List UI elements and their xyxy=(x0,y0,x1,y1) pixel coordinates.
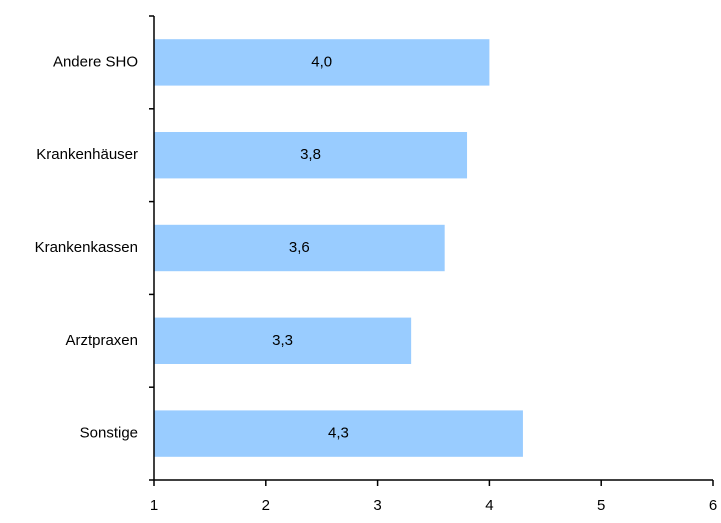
x-tick-label: 4 xyxy=(485,497,493,514)
category-label: Sonstige xyxy=(80,425,138,442)
axes xyxy=(149,15,714,486)
bar xyxy=(154,224,445,272)
x-tick-label: 3 xyxy=(373,497,381,514)
category-label: Krankenkassen xyxy=(35,239,138,256)
bar xyxy=(154,132,468,179)
category-label: Andere SHO xyxy=(53,53,138,70)
data-labels: 4,0 3,8 3,6 3,3 4,3 xyxy=(272,53,349,441)
data-label: 3,6 xyxy=(289,239,310,256)
bar xyxy=(154,317,412,364)
data-label: 4,3 xyxy=(328,425,349,442)
bar xyxy=(154,410,523,457)
bars-group xyxy=(154,39,523,457)
x-tick-labels: 1 2 3 4 5 6 xyxy=(150,497,717,514)
category-label: Arztpraxen xyxy=(65,332,138,349)
data-label: 4,0 xyxy=(311,53,332,70)
category-labels: Andere SHO Krankenhäuser Krankenkassen Arzt… xyxy=(35,53,138,441)
bar xyxy=(154,39,490,86)
x-tick-label: 1 xyxy=(150,497,158,514)
x-tick-label: 2 xyxy=(262,497,270,514)
x-tick-label: 5 xyxy=(597,497,605,514)
category-label: Krankenhäuser xyxy=(36,146,138,163)
data-label: 3,3 xyxy=(272,332,293,349)
data-label: 3,8 xyxy=(300,146,321,163)
x-tick-label: 6 xyxy=(709,497,717,514)
